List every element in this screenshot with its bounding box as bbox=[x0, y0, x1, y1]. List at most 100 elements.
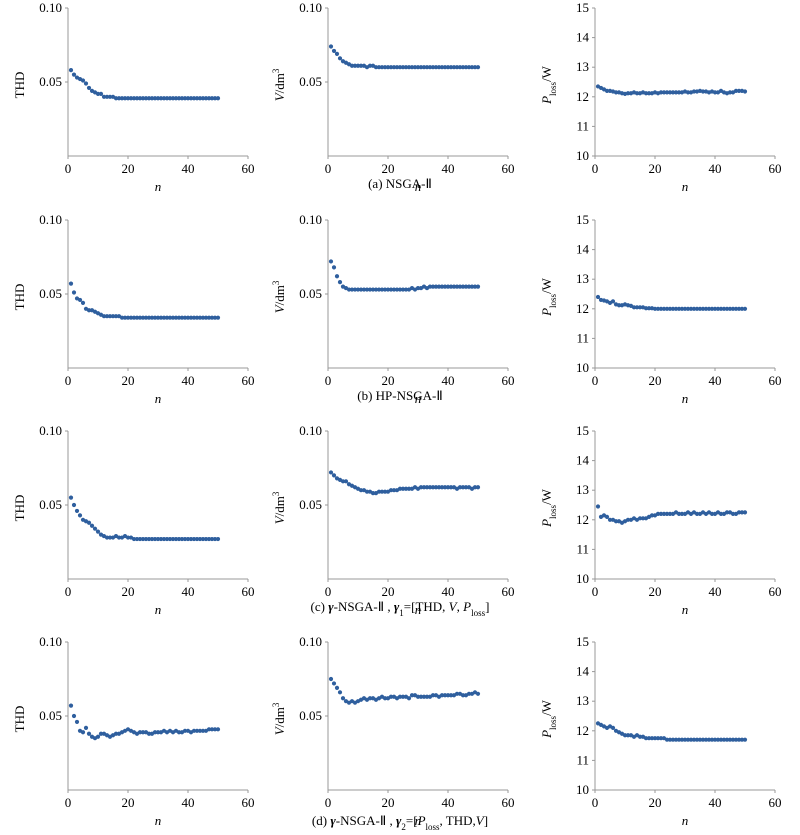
data-point bbox=[164, 315, 170, 320]
data-point bbox=[718, 306, 724, 311]
data-point bbox=[664, 511, 670, 516]
y-tick-label: 0.05 bbox=[299, 74, 322, 89]
x-tick-label: 0 bbox=[325, 795, 332, 810]
y-axis-label-part: /W bbox=[539, 277, 554, 294]
data-point bbox=[212, 727, 218, 732]
data-point bbox=[739, 510, 745, 515]
data-point bbox=[367, 63, 373, 68]
data-point bbox=[676, 737, 682, 742]
y-tick-label: 0.05 bbox=[39, 286, 62, 301]
data-point bbox=[185, 536, 191, 542]
data-point bbox=[418, 485, 424, 490]
y-axis-label-part: /dm bbox=[272, 73, 287, 93]
y-axis-label-part: 3 bbox=[271, 491, 281, 496]
data-point bbox=[197, 315, 203, 320]
data-point bbox=[673, 306, 679, 311]
x-axis-label: n bbox=[682, 179, 689, 194]
data-point bbox=[622, 733, 628, 738]
data-point bbox=[86, 308, 92, 313]
data-point bbox=[143, 536, 149, 542]
data-point bbox=[143, 96, 149, 101]
y-tick-label: 0.10 bbox=[39, 423, 62, 438]
data-point bbox=[113, 96, 119, 101]
data-point bbox=[337, 56, 343, 61]
data-point bbox=[206, 536, 212, 542]
y-tick-label: 14 bbox=[576, 30, 590, 45]
y-axis-label-part: 3 bbox=[271, 702, 281, 707]
data-point bbox=[430, 693, 436, 698]
subplot-2-0: 0.05 0.10 0 20 40 60 n THD bbox=[12, 423, 255, 617]
data-point bbox=[206, 727, 212, 732]
data-point bbox=[337, 280, 343, 285]
data-point bbox=[655, 736, 661, 741]
data-point bbox=[394, 65, 400, 70]
data-point bbox=[652, 306, 658, 311]
data-point bbox=[200, 728, 206, 733]
caption-part: , THD, bbox=[440, 813, 476, 828]
data-point bbox=[137, 536, 143, 542]
data-point bbox=[472, 485, 478, 490]
x-tick-label: 0 bbox=[65, 584, 72, 599]
data-point bbox=[358, 63, 364, 68]
data-point bbox=[724, 737, 730, 742]
x-tick-label: 40 bbox=[442, 161, 455, 176]
x-tick-label: 60 bbox=[769, 795, 782, 810]
data-point bbox=[454, 65, 460, 70]
x-axis-label: n bbox=[155, 179, 162, 194]
data-point bbox=[98, 731, 104, 736]
data-point bbox=[643, 91, 649, 96]
data-point bbox=[433, 485, 439, 490]
data-point bbox=[119, 96, 125, 101]
data-point bbox=[406, 65, 412, 70]
data-point bbox=[736, 88, 742, 93]
x-tick-label: 60 bbox=[502, 584, 515, 599]
data-point bbox=[673, 737, 679, 742]
data-point bbox=[697, 306, 703, 311]
data-point bbox=[721, 306, 727, 311]
y-axis-label: Ploss/W bbox=[539, 65, 558, 105]
data-point bbox=[391, 488, 397, 493]
data-point bbox=[191, 728, 197, 733]
data-point bbox=[700, 89, 706, 94]
data-point bbox=[670, 90, 676, 95]
data-point bbox=[448, 485, 454, 490]
data-point bbox=[433, 65, 439, 70]
y-axis-label: Ploss/W bbox=[539, 488, 558, 528]
x-tick-label: 40 bbox=[442, 795, 455, 810]
x-tick-label: 40 bbox=[442, 373, 455, 388]
y-axis-label-part: loss bbox=[548, 504, 558, 519]
data-point bbox=[140, 730, 146, 735]
data-point bbox=[140, 96, 146, 101]
x-tick-label: 20 bbox=[122, 584, 135, 599]
data-point bbox=[667, 511, 673, 516]
y-tick-label: 0.05 bbox=[39, 708, 62, 723]
data-point bbox=[655, 306, 661, 311]
y-axis-label-part: P bbox=[539, 308, 554, 317]
data-point bbox=[152, 315, 158, 320]
caption-part: P bbox=[462, 599, 471, 614]
caption-part: (c) bbox=[311, 599, 329, 614]
y-axis-label: Ploss/W bbox=[539, 277, 558, 317]
data-point bbox=[637, 516, 643, 521]
data-point bbox=[182, 96, 188, 101]
data-point bbox=[442, 485, 448, 490]
data-point bbox=[724, 306, 730, 311]
data-point bbox=[83, 81, 89, 86]
x-tick-label: 0 bbox=[65, 161, 72, 176]
data-point bbox=[676, 306, 682, 311]
data-point bbox=[415, 694, 421, 699]
data-point bbox=[370, 491, 376, 496]
caption-part: -NSGA-Ⅱ , bbox=[336, 813, 396, 828]
data-point bbox=[457, 485, 463, 490]
y-axis-label-part: V bbox=[272, 91, 287, 101]
data-point bbox=[194, 728, 200, 733]
data-point bbox=[182, 536, 188, 542]
data-point bbox=[149, 315, 155, 320]
data-point bbox=[376, 287, 382, 292]
data-point bbox=[194, 536, 200, 542]
subplot-1-1: 0.05 0.10 0 20 40 60 n V/dm3 bbox=[271, 212, 515, 406]
y-axis-label: V/dm3 bbox=[271, 280, 287, 313]
data-point bbox=[667, 306, 673, 311]
data-point bbox=[646, 736, 652, 741]
